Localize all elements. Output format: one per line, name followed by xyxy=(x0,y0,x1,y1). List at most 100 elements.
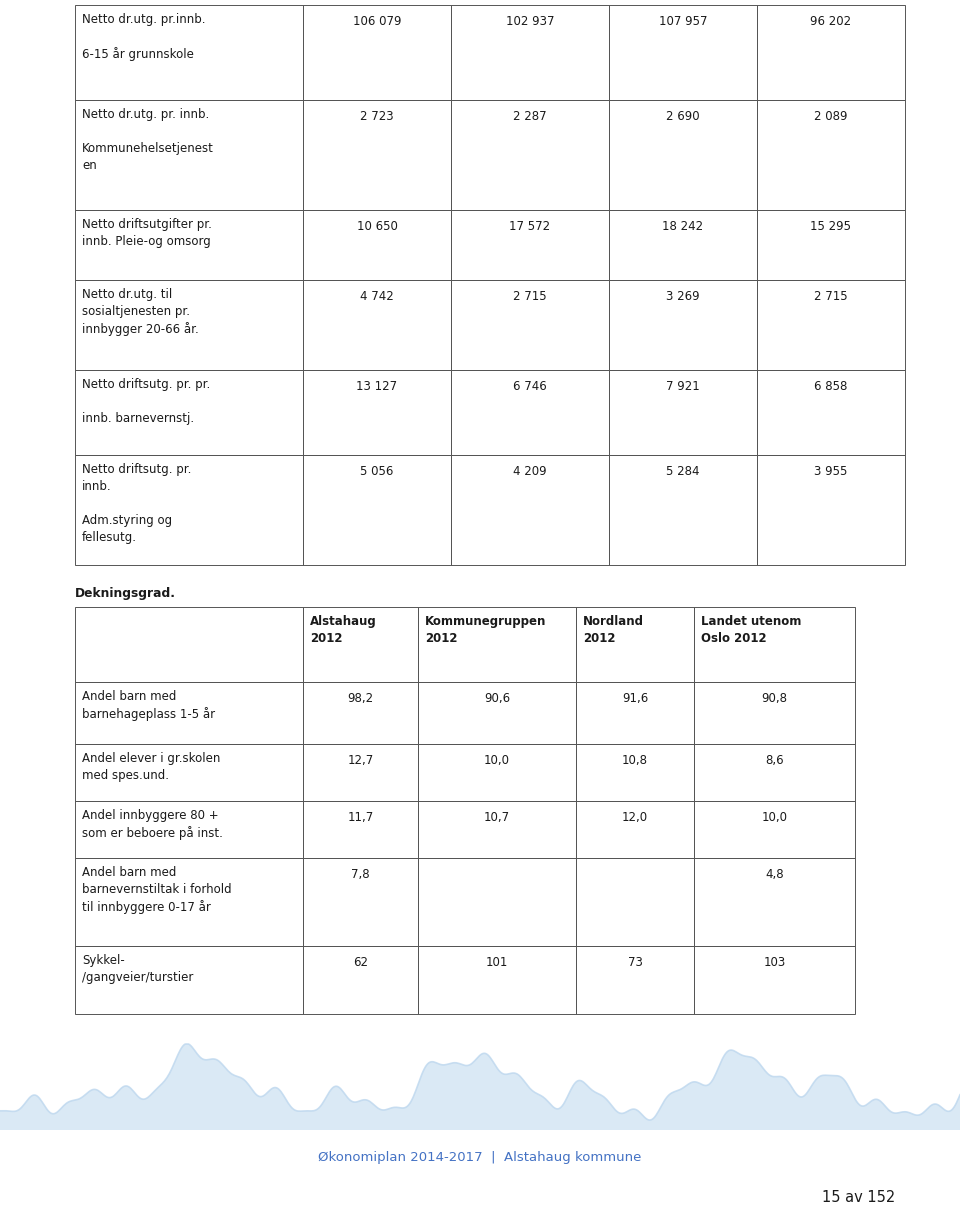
Bar xyxy=(694,858,855,946)
Bar xyxy=(694,682,855,744)
Bar xyxy=(75,607,303,682)
Text: Netto dr.utg. til
sosialtjenesten pr.
innbygger 20-66 år.: Netto dr.utg. til sosialtjenesten pr. in… xyxy=(82,288,199,337)
Bar xyxy=(609,280,757,370)
Bar xyxy=(694,801,855,858)
Text: 3 955: 3 955 xyxy=(814,465,848,478)
Text: 5 284: 5 284 xyxy=(666,465,700,478)
Text: 4 209: 4 209 xyxy=(514,465,547,478)
Text: 15 295: 15 295 xyxy=(810,220,852,233)
Bar xyxy=(303,5,451,100)
Bar xyxy=(576,801,694,858)
Text: Andel barn med
barnevernstiltak i forhold
til innbyggere 0-17 år: Andel barn med barnevernstiltak i forhol… xyxy=(82,866,231,914)
Text: Kommunegruppen
2012: Kommunegruppen 2012 xyxy=(425,615,546,644)
Text: Økonomiplan 2014-2017  |  Alstahaug kommune: Økonomiplan 2014-2017 | Alstahaug kommun… xyxy=(319,1152,641,1165)
Text: 12,0: 12,0 xyxy=(622,811,648,824)
Bar xyxy=(75,5,303,100)
Text: Netto driftsutgifter pr.
innb. Pleie-og omsorg: Netto driftsutgifter pr. innb. Pleie-og … xyxy=(82,218,212,248)
Text: 101: 101 xyxy=(486,956,508,969)
Text: 4 742: 4 742 xyxy=(360,289,394,303)
Bar xyxy=(757,100,905,210)
Bar xyxy=(303,455,451,565)
Bar xyxy=(609,100,757,210)
Text: 107 957: 107 957 xyxy=(659,15,708,28)
Bar xyxy=(609,210,757,280)
Text: 90,8: 90,8 xyxy=(761,692,787,705)
Text: 6 746: 6 746 xyxy=(514,379,547,393)
Bar xyxy=(75,370,303,455)
Bar xyxy=(303,370,451,455)
Text: 62: 62 xyxy=(353,956,368,969)
Bar xyxy=(418,801,576,858)
Text: Netto driftsutg. pr.
innb.

Adm.styring og
fellesutg.: Netto driftsutg. pr. innb. Adm.styring o… xyxy=(82,463,191,544)
Text: 8,6: 8,6 xyxy=(765,754,783,767)
Bar xyxy=(451,280,609,370)
Text: 98,2: 98,2 xyxy=(348,692,373,705)
Text: Landet utenom
Oslo 2012: Landet utenom Oslo 2012 xyxy=(701,615,802,644)
Bar xyxy=(451,5,609,100)
Bar xyxy=(303,744,418,801)
Bar xyxy=(75,682,303,744)
Bar xyxy=(451,455,609,565)
Text: 91,6: 91,6 xyxy=(622,692,648,705)
Text: Nordland
2012: Nordland 2012 xyxy=(583,615,644,644)
Text: 10,8: 10,8 xyxy=(622,754,648,767)
Text: Netto driftsutg. pr. pr.

innb. barnevernstj.: Netto driftsutg. pr. pr. innb. barnevern… xyxy=(82,378,210,426)
Bar xyxy=(451,370,609,455)
Bar xyxy=(303,946,418,1014)
Bar xyxy=(576,682,694,744)
Bar xyxy=(576,946,694,1014)
Text: 17 572: 17 572 xyxy=(510,220,551,233)
Bar xyxy=(75,210,303,280)
Text: 3 269: 3 269 xyxy=(666,289,700,303)
Bar xyxy=(75,744,303,801)
Bar xyxy=(75,455,303,565)
Text: 15 av 152: 15 av 152 xyxy=(822,1190,895,1205)
Bar xyxy=(75,858,303,946)
Bar xyxy=(576,744,694,801)
Text: Netto dr.utg. pr. innb.

Kommunehelsetjenest
en: Netto dr.utg. pr. innb. Kommunehelsetjen… xyxy=(82,108,214,171)
Text: 10,7: 10,7 xyxy=(484,811,510,824)
Bar xyxy=(303,858,418,946)
Bar xyxy=(418,858,576,946)
Bar xyxy=(757,5,905,100)
Text: 73: 73 xyxy=(628,956,642,969)
Bar xyxy=(757,280,905,370)
Bar xyxy=(694,607,855,682)
Bar xyxy=(303,607,418,682)
Bar xyxy=(75,280,303,370)
Text: 96 202: 96 202 xyxy=(810,15,852,28)
Bar xyxy=(694,946,855,1014)
Text: Andel barn med
barnehageplass 1-5 år: Andel barn med barnehageplass 1-5 år xyxy=(82,689,215,721)
Text: 4,8: 4,8 xyxy=(765,868,783,882)
Bar xyxy=(451,100,609,210)
Text: 10,0: 10,0 xyxy=(761,811,787,824)
Bar xyxy=(75,100,303,210)
Bar xyxy=(609,455,757,565)
Text: 5 056: 5 056 xyxy=(360,465,394,478)
Bar xyxy=(757,370,905,455)
Bar xyxy=(75,946,303,1014)
Bar xyxy=(303,801,418,858)
Text: Alstahaug
2012: Alstahaug 2012 xyxy=(310,615,376,644)
Bar xyxy=(303,100,451,210)
Text: 7 921: 7 921 xyxy=(666,379,700,393)
Text: Andel innbyggere 80 +
som er beboere på inst.: Andel innbyggere 80 + som er beboere på … xyxy=(82,809,223,840)
Text: 18 242: 18 242 xyxy=(662,220,704,233)
Bar xyxy=(609,370,757,455)
Bar xyxy=(75,801,303,858)
Bar xyxy=(576,607,694,682)
Text: 7,8: 7,8 xyxy=(351,868,370,882)
Text: 2 715: 2 715 xyxy=(514,289,547,303)
Text: 6 858: 6 858 xyxy=(814,379,848,393)
Text: 102 937: 102 937 xyxy=(506,15,554,28)
Bar xyxy=(303,280,451,370)
Bar xyxy=(757,455,905,565)
Bar xyxy=(694,744,855,801)
Text: 11,7: 11,7 xyxy=(348,811,373,824)
Text: 2 690: 2 690 xyxy=(666,109,700,123)
Bar xyxy=(418,682,576,744)
Text: Netto dr.utg. pr.innb.

6-15 år grunnskole: Netto dr.utg. pr.innb. 6-15 år grunnskol… xyxy=(82,13,205,61)
Bar xyxy=(418,946,576,1014)
Text: 10,0: 10,0 xyxy=(484,754,510,767)
Text: 2 287: 2 287 xyxy=(514,109,547,123)
